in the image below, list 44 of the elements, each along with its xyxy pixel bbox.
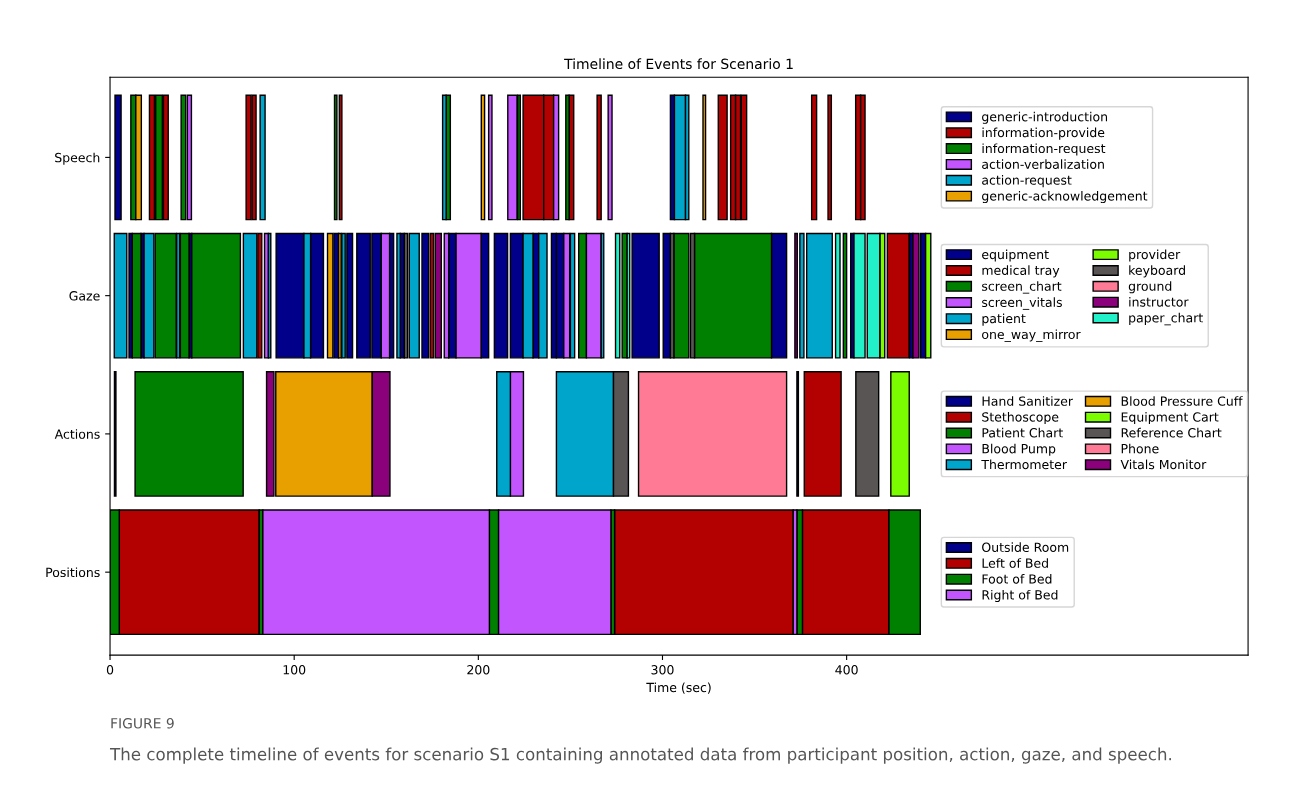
legend-label: generic-acknowledgement — [982, 190, 1148, 204]
legend-label: Reference Chart — [1121, 427, 1222, 438]
legend-label: Right of Bed — [982, 589, 1058, 602]
x-tick-label: 0 — [106, 665, 114, 675]
legend-label: one_way_mirror — [982, 329, 1081, 342]
legend-label: screen_chart — [982, 281, 1062, 294]
y-tick-label: Gaze — [69, 291, 100, 301]
legend-label: ground — [1128, 281, 1172, 294]
x-tick-label: 100 — [283, 665, 306, 675]
x-tick-label: 200 — [467, 665, 490, 675]
legend-label: Thermometer — [981, 459, 1067, 470]
legend-label: paper_chart — [1129, 312, 1203, 326]
legend-label: Vitals Monitor — [1120, 459, 1207, 470]
legend-label: information-request — [982, 143, 1106, 156]
legend-label: screen_vitals — [982, 297, 1062, 310]
legend-label: patient — [982, 313, 1026, 326]
legend-label: Blood Pump — [982, 443, 1056, 456]
x-tick-label: 400 — [835, 665, 858, 675]
text: The complete timeline of events for scenario S1 containing annotated data from participant position, action, gaze, and speech. — [109, 747, 1172, 764]
legend-label: Foot of Bed — [982, 574, 1052, 584]
legend-label: generic-introduction — [982, 111, 1108, 124]
caption: FIGURE 9 — [111, 718, 174, 729]
y-tick-label: Positions — [46, 567, 100, 578]
legend-label: keyboard — [1129, 265, 1185, 278]
legend-label: provider — [1129, 249, 1181, 262]
legend-label: Phone — [1121, 443, 1159, 454]
legend-label: action-request — [982, 175, 1072, 188]
legend-label: action-verbalization — [982, 159, 1104, 169]
x-axis-title: Time (sec) — [646, 682, 711, 694]
legend-label: Blood Pressure Cuff — [1121, 396, 1243, 406]
y-tick-label: Speech — [55, 152, 100, 165]
legend-label: Equipment Cart — [1121, 412, 1219, 425]
y-tick-label: Actions — [54, 429, 100, 439]
legend-label: Patient Chart — [982, 427, 1063, 438]
legend-label: Stethoscope — [982, 412, 1059, 425]
legend-label: Left of Bed — [982, 558, 1048, 568]
legend-label: medical tray — [982, 265, 1060, 278]
legend-label: instructor — [1129, 297, 1189, 307]
legend-label: equipment — [982, 249, 1049, 262]
chart-title: Timeline of Events for Scenario 1 — [564, 58, 793, 70]
legend-label: information-provide — [982, 127, 1105, 140]
legend-label: Hand Sanitizer — [982, 396, 1074, 406]
x-tick-label: 300 — [651, 665, 674, 675]
legend-label: Outside Room — [982, 542, 1069, 553]
